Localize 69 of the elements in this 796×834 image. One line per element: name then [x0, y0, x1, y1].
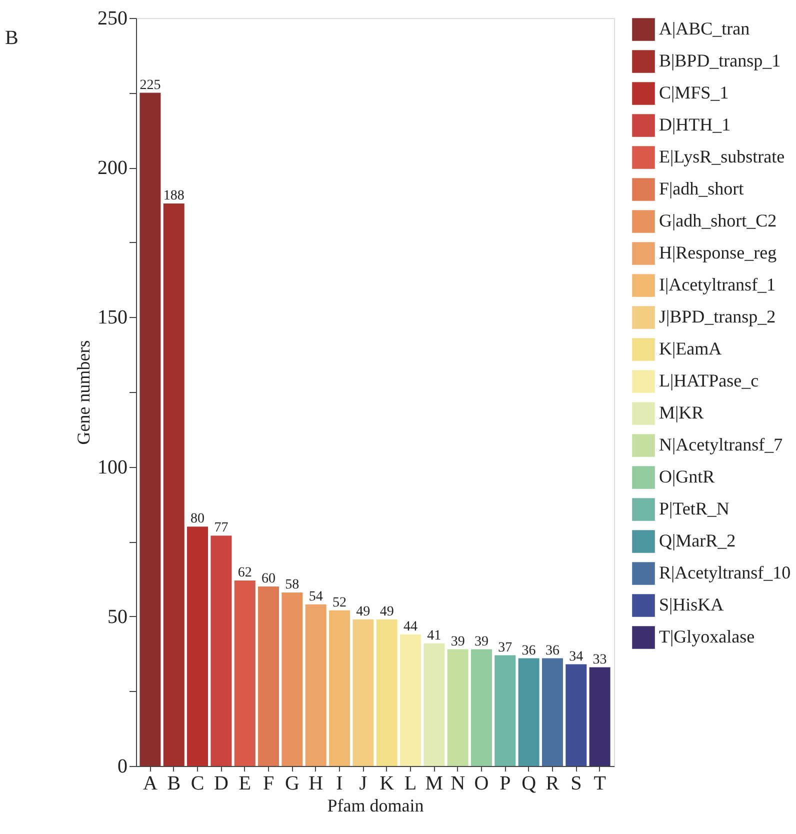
legend-label: K|EamA: [659, 338, 722, 358]
data-label: 34: [569, 649, 584, 664]
y-tick-label: 200: [98, 157, 128, 180]
data-label: 58: [285, 577, 300, 592]
data-label: 188: [163, 188, 184, 204]
legend-label: C|MFS_1: [659, 82, 729, 102]
x-tick-label: R: [546, 772, 560, 794]
x-tick-label: N: [450, 772, 466, 794]
chart-title: B: [5, 27, 18, 49]
x-tick-label: A: [142, 772, 158, 794]
legend-label: Q|MarR_2: [659, 530, 736, 550]
y-axis-title: Gene numbers: [74, 340, 94, 445]
x-tick-label: L: [404, 772, 417, 794]
data-label: 33: [592, 652, 607, 668]
data-label: 62: [238, 565, 252, 580]
y-tick-label: 50: [108, 606, 128, 628]
data-label: 39: [474, 634, 488, 650]
legend-label: T|Glyoxalase: [659, 626, 755, 646]
data-label: 44: [403, 619, 418, 634]
legend-label: G|adh_short_C2: [659, 210, 777, 230]
x-tick-label: S: [570, 772, 582, 794]
x-tick-label: E: [238, 772, 251, 794]
x-tick-label: P: [500, 772, 511, 794]
x-tick-label: Q: [522, 772, 537, 794]
x-tick-label: D: [214, 772, 228, 794]
data-label: 37: [498, 640, 512, 656]
data-label: 49: [356, 604, 370, 620]
data-label: 77: [214, 520, 228, 536]
data-label: 225: [140, 78, 161, 93]
legend-label: I|Acetyltransf_1: [659, 274, 776, 294]
legend-label: E|LysR_substrate: [659, 146, 785, 166]
data-label: 54: [308, 589, 323, 604]
x-axis-title: Pfam domain: [327, 796, 424, 816]
legend-label: P|TetR_N: [659, 498, 730, 518]
legend-label: F|adh_short: [659, 178, 744, 198]
x-tick-label: J: [359, 772, 368, 794]
data-label: 80: [190, 512, 205, 527]
legend-label: R|Acetyltransf_10: [659, 562, 791, 582]
data-label: 39: [450, 634, 465, 650]
legend-label: N|Acetyltransf_7: [659, 434, 783, 454]
legend-label: J|BPD_transp_2: [659, 306, 776, 326]
data-label: 41: [427, 628, 442, 644]
x-tick-label: O: [474, 772, 489, 794]
legend-label: B|BPD_transp_1: [659, 50, 781, 70]
legend-label: A|ABC_tran: [659, 18, 750, 38]
x-tick-label: C: [190, 772, 204, 794]
y-tick-label: 150: [98, 306, 128, 329]
x-tick-label: I: [336, 772, 343, 794]
y-tick-label: 100: [98, 456, 128, 478]
x-tick-label: G: [284, 772, 300, 794]
data-label: 52: [332, 595, 347, 610]
x-tick-label: T: [594, 772, 606, 794]
legend-label: M|KR: [659, 402, 704, 422]
legend-label: H|Response_reg: [659, 242, 777, 262]
x-tick-label: F: [262, 772, 274, 794]
x-tick-label: M: [425, 772, 444, 794]
data-label: 36: [545, 643, 560, 658]
legend-label: L|HATPase_c: [659, 370, 759, 390]
x-tick-label: H: [308, 772, 324, 794]
legend-label: S|HisKA: [659, 594, 724, 614]
x-tick-label: K: [380, 772, 395, 794]
legend-label: O|GntR: [659, 466, 715, 486]
legend-label: D|HTH_1: [659, 114, 731, 134]
y-tick-label: 0: [118, 756, 128, 778]
y-tick-label: 250: [98, 8, 128, 30]
data-label: 60: [262, 571, 276, 586]
data-label: 49: [380, 604, 394, 620]
x-tick-label: B: [167, 772, 181, 794]
data-label: 36: [522, 643, 536, 658]
